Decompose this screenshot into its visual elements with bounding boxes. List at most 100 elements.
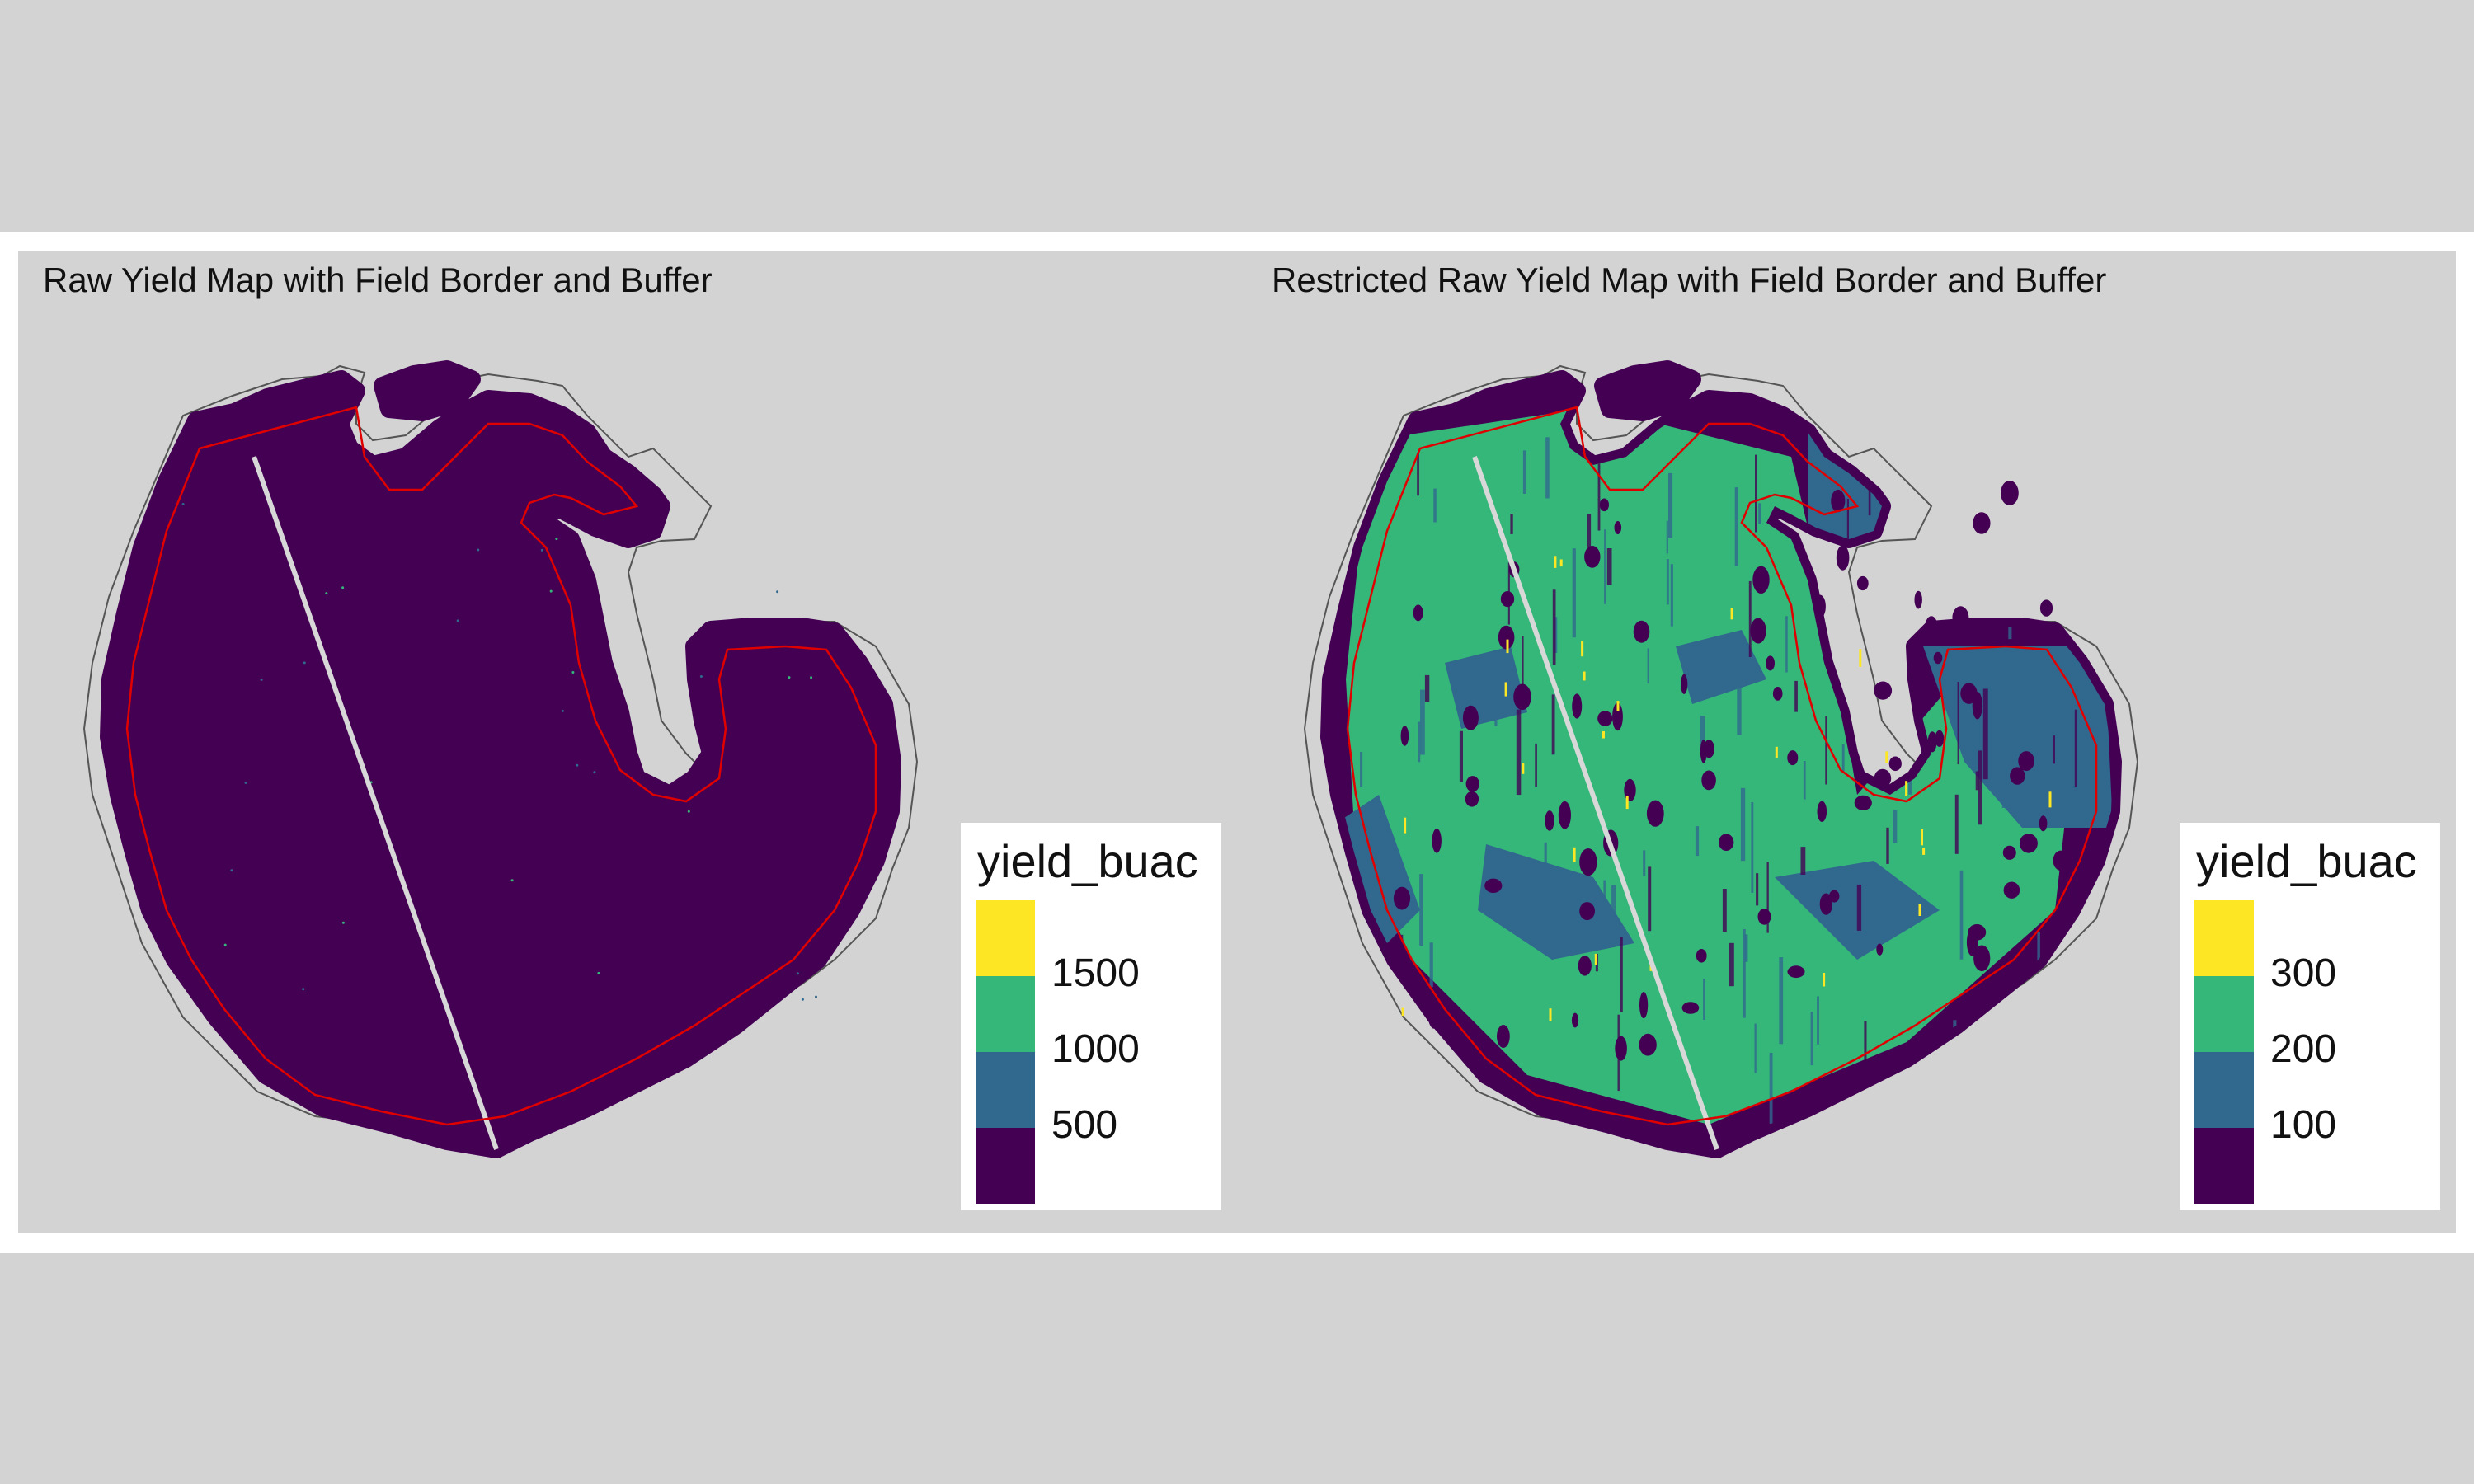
- yield-streak: [1545, 437, 1550, 499]
- yield-spot-low: [1462, 705, 1479, 730]
- yield-speck: [555, 538, 558, 541]
- yield-streak: [1827, 578, 1831, 632]
- yield-speck: [597, 971, 600, 974]
- yield-spot-high: [1730, 608, 1733, 620]
- yield-spot-high: [1616, 701, 1620, 711]
- yield-speck: [244, 781, 247, 784]
- yield-spot-low: [1933, 651, 1943, 665]
- yield-spot-low: [1484, 878, 1503, 893]
- yield-streak: [1794, 680, 1798, 712]
- yield-streak: [1846, 499, 1849, 548]
- yield-spot-high: [1602, 731, 1605, 739]
- yield-speckles-left: [181, 503, 817, 1001]
- yield-speck: [260, 678, 263, 681]
- yield-spot-high: [1905, 781, 1908, 796]
- yield-streak: [1643, 850, 1646, 876]
- yield-speck: [230, 869, 233, 872]
- yield-streak: [1522, 636, 1524, 706]
- yield-spot-low: [1572, 693, 1583, 719]
- yield-streak: [1611, 885, 1616, 929]
- yield-map-right: [1303, 360, 2139, 1158]
- yield-streak: [1729, 942, 1734, 987]
- yield-speck: [788, 676, 791, 679]
- yield-spot-low: [1513, 683, 1531, 711]
- yield-spot-low: [2001, 481, 2019, 505]
- yield-speck: [801, 998, 804, 1001]
- yield-spot-low: [1579, 902, 1595, 921]
- legend-swatch-yellow: [976, 900, 1035, 976]
- yield-streak: [1893, 810, 1898, 843]
- yield-speck: [477, 548, 480, 552]
- yield-spot-low: [1750, 618, 1766, 644]
- yield-spot-low: [1874, 681, 1893, 700]
- yield-streak: [1603, 880, 1606, 902]
- yield-streak: [1572, 548, 1576, 638]
- yield-spot-high: [1559, 559, 1563, 567]
- yield-speck: [549, 589, 553, 593]
- yield-spot-low: [1914, 590, 1922, 609]
- yield-spot-high: [2048, 791, 2052, 808]
- yield-speck: [302, 988, 305, 991]
- yield-region-blue: [1676, 630, 1766, 704]
- yield-spot-high: [1918, 904, 1921, 916]
- yield-spot-low: [1597, 711, 1613, 726]
- yield-speck: [540, 548, 543, 552]
- yield-streak: [1620, 937, 1623, 1012]
- yield-spot-low: [1393, 886, 1411, 910]
- yield-speck: [571, 671, 575, 674]
- yield-streak: [2037, 932, 2040, 1017]
- yield-speck: [181, 503, 185, 505]
- yield-streak: [1420, 689, 1425, 755]
- yield-spot-low: [1558, 801, 1571, 829]
- yield-streak: [1544, 842, 1547, 927]
- yield-spot-high: [1885, 751, 1888, 763]
- yield-region-blue: [1329, 795, 1420, 960]
- legend-title: yield_buac: [2196, 835, 2417, 887]
- yield-streak: [1987, 438, 1991, 482]
- yield-streak: [1516, 709, 1522, 796]
- yield-streak: [1810, 1012, 1813, 1066]
- field-gap-line-left: [252, 456, 499, 1150]
- yield-streak: [1758, 503, 1761, 524]
- yield-region-blue: [1445, 646, 1527, 729]
- yield-spot-low: [1772, 687, 1783, 701]
- yield-streak: [1978, 750, 1982, 825]
- yield-speck: [687, 810, 690, 813]
- yield-streak: [1755, 454, 1757, 533]
- yield-streak: [1700, 716, 1705, 748]
- yield-streak: [1510, 514, 1513, 534]
- yield-streak: [1535, 743, 1537, 787]
- yield-streak: [1392, 1022, 1396, 1052]
- legend-swatch-yellow: [2194, 900, 2254, 976]
- yield-streak: [1551, 694, 1555, 755]
- yield-spot-low: [1427, 1003, 1441, 1029]
- yield-streak: [1474, 659, 1478, 701]
- yield-streak: [1957, 682, 1959, 765]
- yield-speck: [456, 619, 459, 622]
- yield-streak: [2072, 848, 2077, 905]
- yield-streak: [1666, 559, 1669, 605]
- yield-spot-high: [1504, 682, 1507, 697]
- yield-spot-high: [1859, 649, 1862, 667]
- yield-streak: [1864, 1021, 1867, 1068]
- yield-streak: [1779, 957, 1784, 1045]
- legend-tick-low: 100: [2270, 1103, 2337, 1147]
- yield-streak: [1954, 1051, 1959, 1115]
- yield-spot-low: [1972, 692, 1982, 720]
- legend-swatch-blue: [2194, 1052, 2254, 1128]
- yield-streak: [1429, 942, 1433, 988]
- yield-streak: [1604, 529, 1606, 604]
- yield-spot-low: [1701, 770, 1716, 791]
- yield-speck: [810, 676, 813, 679]
- yield-spot-low: [1787, 965, 1805, 979]
- yield-spot-low: [1500, 591, 1515, 608]
- yield-spot-low: [1876, 943, 1884, 956]
- yield-spot-low: [1719, 834, 1734, 851]
- yield-streak: [1975, 771, 1979, 791]
- yield-spot-low: [1952, 606, 1969, 629]
- yield-streak: [1400, 934, 1404, 993]
- yield-spot-high: [1922, 848, 1926, 855]
- yield-streak: [1394, 857, 1397, 897]
- yield-streak: [1740, 787, 1746, 862]
- yield-speck: [303, 661, 306, 665]
